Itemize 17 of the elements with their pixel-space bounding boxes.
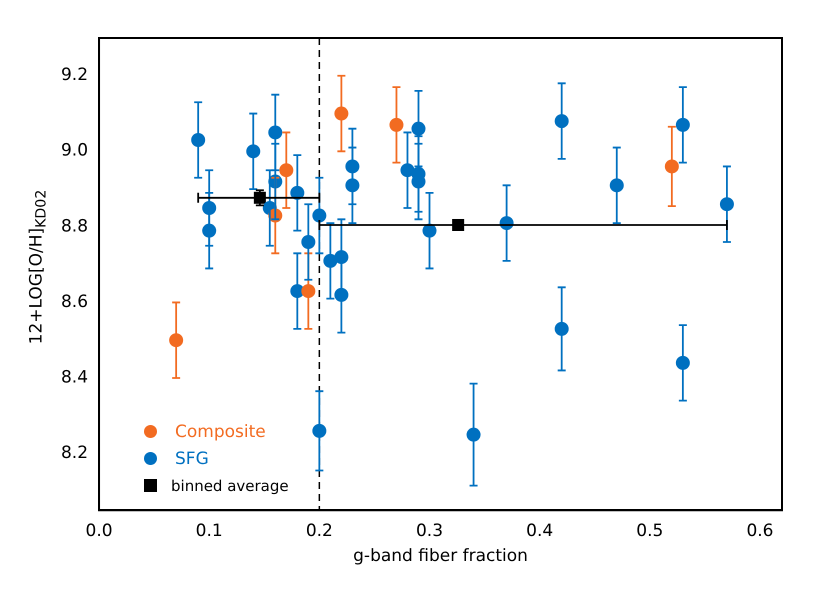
legend-label: SFG <box>175 448 209 468</box>
y-tick-label: 8.2 <box>60 442 88 463</box>
legend-label: Composite <box>175 422 266 442</box>
x-tick-label: 0.6 <box>746 520 774 541</box>
x-tick-label: 0.4 <box>526 520 554 541</box>
y-tick-label: 9.0 <box>60 140 88 161</box>
x-tick-label: 0.5 <box>636 520 664 541</box>
x-tick-label: 0.0 <box>86 520 113 541</box>
x-tick-label: 0.3 <box>416 520 444 541</box>
legend-label: binned average <box>171 476 289 494</box>
x-tick-label: 0.2 <box>306 520 333 541</box>
x-tick-label: 0.1 <box>196 520 223 541</box>
y-tick-label: 9.2 <box>60 65 88 86</box>
x-axis-title: g-band fiber fraction <box>353 546 528 566</box>
y-tick-label: 8.6 <box>60 292 88 312</box>
y-tick-label: 8.4 <box>60 367 88 388</box>
y-tick-label: 8.8 <box>60 216 88 236</box>
